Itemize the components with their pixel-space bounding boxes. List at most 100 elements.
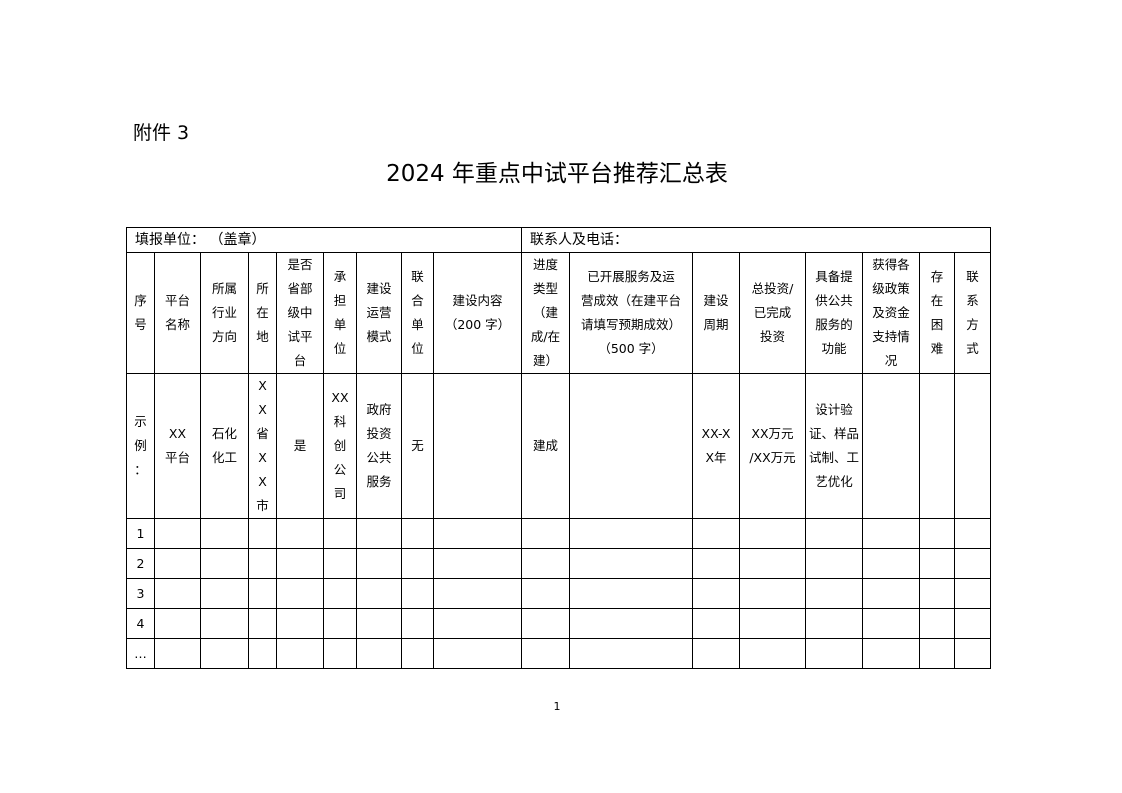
column-header: 平台 名称 [154, 252, 201, 374]
empty-cell[interactable] [276, 578, 324, 609]
document-title: 2024 年重点中试平台推荐汇总表 [386, 161, 728, 187]
empty-cell[interactable] [356, 638, 402, 669]
empty-cell[interactable] [521, 638, 570, 669]
empty-cell[interactable] [323, 548, 357, 579]
column-header: 所 在 地 [248, 252, 277, 374]
empty-cell[interactable] [569, 548, 693, 579]
empty-cell[interactable] [154, 608, 201, 639]
empty-cell[interactable] [356, 518, 402, 549]
empty-cell[interactable] [919, 548, 955, 579]
empty-cell[interactable] [200, 518, 249, 549]
empty-cell[interactable] [433, 578, 522, 609]
empty-cell[interactable] [248, 608, 277, 639]
example-cell: XX-X X年 [692, 373, 740, 519]
column-header: 进度 类型 （建 成/在 建） [521, 252, 570, 374]
empty-cell[interactable] [919, 638, 955, 669]
empty-cell[interactable] [276, 518, 324, 549]
empty-cell[interactable] [200, 578, 249, 609]
column-header: 获得各 级政策 及资金 支持情 况 [862, 252, 920, 374]
example-cell: XX 平台 [154, 373, 201, 519]
empty-cell[interactable] [954, 548, 991, 579]
example-cell [433, 373, 522, 519]
example-cell [862, 373, 920, 519]
empty-cell[interactable] [805, 578, 863, 609]
empty-cell[interactable] [919, 578, 955, 609]
empty-cell[interactable] [919, 518, 955, 549]
empty-cell[interactable] [200, 548, 249, 579]
empty-cell[interactable] [433, 608, 522, 639]
empty-cell[interactable] [692, 518, 740, 549]
example-cell: 建成 [521, 373, 570, 519]
empty-cell[interactable] [862, 548, 920, 579]
empty-cell[interactable] [569, 638, 693, 669]
empty-cell[interactable] [692, 638, 740, 669]
empty-cell[interactable] [739, 578, 806, 609]
empty-cell[interactable] [569, 518, 693, 549]
column-header: 总投资/ 已完成 投资 [739, 252, 806, 374]
empty-cell[interactable] [739, 638, 806, 669]
empty-cell[interactable] [954, 578, 991, 609]
empty-cell[interactable] [862, 608, 920, 639]
empty-cell[interactable] [954, 638, 991, 669]
empty-cell[interactable] [954, 608, 991, 639]
empty-cell[interactable] [154, 638, 201, 669]
empty-cell[interactable] [248, 578, 277, 609]
empty-cell[interactable] [401, 548, 434, 579]
empty-cell[interactable] [248, 518, 277, 549]
empty-cell[interactable] [276, 638, 324, 669]
empty-cell[interactable] [862, 638, 920, 669]
empty-cell[interactable] [356, 578, 402, 609]
example-cell: XX 科 创 公 司 [323, 373, 357, 519]
empty-cell[interactable] [919, 608, 955, 639]
empty-cell[interactable] [805, 608, 863, 639]
empty-cell[interactable] [323, 578, 357, 609]
empty-cell[interactable] [276, 608, 324, 639]
empty-cell[interactable] [401, 578, 434, 609]
example-cell [954, 373, 991, 519]
empty-cell[interactable] [805, 518, 863, 549]
empty-cell[interactable] [954, 518, 991, 549]
empty-cell[interactable] [569, 578, 693, 609]
empty-cell[interactable] [521, 608, 570, 639]
example-cell: 是 [276, 373, 324, 519]
empty-cell[interactable] [739, 518, 806, 549]
empty-cell[interactable] [401, 608, 434, 639]
empty-cell[interactable] [862, 518, 920, 549]
empty-cell[interactable] [739, 548, 806, 579]
empty-cell[interactable] [248, 548, 277, 579]
empty-cell[interactable] [433, 638, 522, 669]
empty-cell[interactable] [569, 608, 693, 639]
empty-cell[interactable] [433, 518, 522, 549]
empty-cell[interactable] [433, 548, 522, 579]
empty-cell[interactable] [323, 608, 357, 639]
column-header: 具备提 供公共 服务的 功能 [805, 252, 863, 374]
example-cell: X X 省 X X 市 [248, 373, 277, 519]
empty-cell[interactable] [739, 608, 806, 639]
empty-cell[interactable] [200, 638, 249, 669]
empty-cell[interactable] [356, 548, 402, 579]
empty-cell[interactable] [276, 548, 324, 579]
empty-cell[interactable] [862, 578, 920, 609]
empty-cell[interactable] [692, 548, 740, 579]
empty-cell[interactable] [200, 608, 249, 639]
empty-cell[interactable] [154, 518, 201, 549]
empty-cell[interactable] [323, 518, 357, 549]
empty-cell[interactable] [248, 638, 277, 669]
empty-cell[interactable] [521, 518, 570, 549]
empty-cell[interactable] [401, 518, 434, 549]
empty-cell[interactable] [805, 548, 863, 579]
empty-cell[interactable] [692, 578, 740, 609]
table-row: 1 [126, 518, 991, 549]
empty-cell[interactable] [323, 638, 357, 669]
empty-cell[interactable] [692, 608, 740, 639]
empty-cell[interactable] [401, 638, 434, 669]
row-number: … [126, 638, 155, 669]
empty-cell[interactable] [805, 638, 863, 669]
example-cell [569, 373, 693, 519]
empty-cell[interactable] [521, 548, 570, 579]
empty-cell[interactable] [154, 578, 201, 609]
empty-cell[interactable] [521, 578, 570, 609]
empty-cell[interactable] [356, 608, 402, 639]
column-header: 所属 行业 方向 [200, 252, 249, 374]
empty-cell[interactable] [154, 548, 201, 579]
